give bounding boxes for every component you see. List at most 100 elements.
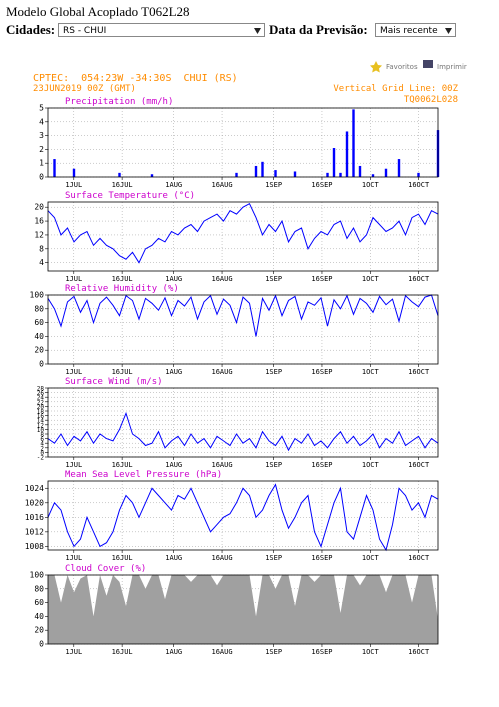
cidades-label: Cidades:: [6, 22, 56, 37]
y-tick-label: 24: [37, 395, 45, 402]
x-tick-label: 16AUG: [212, 461, 233, 469]
y-tick-label: 2: [40, 445, 44, 452]
y-tick-label: 1: [39, 159, 44, 168]
x-tick-label: 16OCT: [408, 461, 430, 469]
grid-note: Vertical Grid Line: 00Z: [333, 84, 458, 94]
x-tick-label: 16JUL: [112, 275, 133, 283]
x-tick-label: 1AUG: [165, 275, 182, 283]
imprimir-link[interactable]: Imprimir: [437, 63, 467, 71]
y-tick-label: 20: [34, 346, 44, 355]
panel-title: Cloud Cover (%): [65, 564, 146, 574]
x-tick-label: 16OCT: [408, 648, 430, 656]
x-tick-label: 16OCT: [408, 368, 430, 376]
y-tick-label: 0: [40, 450, 44, 457]
y-tick-label: 100: [30, 291, 45, 300]
y-tick-label: 40: [34, 612, 44, 621]
plot-frame: [47, 574, 439, 645]
line: [47, 203, 439, 264]
bar: [352, 109, 355, 177]
y-tick-label: 16: [34, 217, 44, 226]
data-label: Data da Previsão:: [269, 22, 368, 37]
y-tick-label: 2: [39, 145, 44, 154]
bar: [332, 148, 336, 177]
city-select[interactable]: RS - CHUI: [58, 23, 265, 37]
x-tick-label: 1AUG: [165, 648, 182, 656]
bar: [274, 170, 277, 177]
x-tick-label: 16SEP: [311, 275, 332, 283]
x-tick-label: 16AUG: [212, 368, 233, 376]
bar: [261, 161, 264, 177]
y-tick-label: 28: [37, 386, 45, 393]
y-tick-label: 1012: [25, 527, 44, 536]
panel-title: Relative Humidity (%): [65, 284, 179, 294]
x-tick-label: 16SEP: [311, 181, 332, 189]
bar: [293, 171, 297, 177]
x-tick-label: 1JUL: [65, 275, 82, 283]
y-tick-label: 4: [40, 441, 44, 448]
x-tick-label: 1JUL: [65, 368, 82, 376]
x-tick-label: 1JUL: [65, 648, 82, 656]
y-tick-label: 16: [37, 413, 45, 420]
x-tick-label: 16SEP: [311, 368, 332, 376]
date-value: Mais recente: [380, 26, 438, 36]
x-tick-label: 16JUL: [112, 368, 133, 376]
x-tick-label: 16OCT: [408, 275, 430, 283]
x-tick-label: 1SEP: [265, 554, 282, 562]
x-tick-label: 1SEP: [265, 461, 282, 469]
x-tick-label: 1AUG: [165, 368, 182, 376]
plot-frame: [47, 201, 439, 272]
bar: [118, 172, 121, 177]
x-tick-label: 16JUL: [112, 461, 133, 469]
x-tick-label: 1OCT: [362, 275, 380, 283]
y-tick-label: 1024: [25, 484, 44, 493]
y-tick-label: 20: [34, 626, 44, 635]
bar: [326, 172, 329, 177]
x-tick-label: 16JUL: [112, 181, 133, 189]
bar: [371, 174, 375, 177]
arrow: [445, 28, 452, 34]
x-tick-label: 1SEP: [265, 275, 282, 283]
y-tick-label: 60: [34, 318, 44, 327]
y-tick-label: 0: [39, 173, 44, 182]
y-tick-label: 40: [34, 332, 44, 341]
date-select[interactable]: Mais recente: [375, 23, 456, 37]
bar: [345, 131, 349, 177]
y-tick-label: 4: [39, 258, 44, 267]
x-tick-label: 16OCT: [408, 554, 430, 562]
x-tick-label: 1OCT: [362, 181, 380, 189]
x-tick-label: 1OCT: [362, 461, 380, 469]
x-tick-label: 1OCT: [362, 368, 380, 376]
y-tick-label: 0: [39, 360, 44, 369]
y-tick-label: 8: [39, 244, 44, 253]
bar: [53, 159, 56, 177]
panel-title: Mean Sea Level Pressure (hPa): [65, 470, 222, 480]
bar: [150, 174, 154, 177]
bar: [384, 168, 388, 177]
y-tick-label: 3: [39, 131, 44, 140]
bar: [72, 168, 76, 177]
x-tick-label: 1AUG: [165, 461, 182, 469]
x-tick-label: 1AUG: [165, 554, 182, 562]
x-tick-label: 16SEP: [311, 461, 332, 469]
x-tick-label: 16SEP: [311, 648, 332, 656]
plot-frame: [47, 107, 439, 178]
x-tick-label: 16AUG: [212, 181, 233, 189]
y-tick-label: 1016: [25, 513, 44, 522]
line: [47, 411, 439, 452]
y-tick-label: 12: [37, 422, 45, 429]
x-tick-label: 1OCT: [362, 648, 380, 656]
x-tick-label: 1JUL: [65, 181, 82, 189]
plot-frame: [47, 480, 439, 551]
favoritos-link[interactable]: Favoritos: [386, 63, 418, 71]
y-tick-label: 0: [39, 640, 44, 649]
y-tick-label: -2: [37, 455, 45, 462]
x-tick-label: 16SEP: [311, 554, 332, 562]
station: CPTEC: 054:23W -34:30S CHUI (RS): [33, 73, 238, 84]
x-tick-label: 16OCT: [408, 181, 430, 189]
y-tick-label: 12: [34, 230, 44, 239]
y-tick-label: 8: [40, 432, 44, 439]
y-tick-label: 22: [37, 399, 45, 406]
y-tick-label: 1020: [25, 498, 44, 507]
panel-title: Precipitation (mm/h): [65, 97, 173, 107]
